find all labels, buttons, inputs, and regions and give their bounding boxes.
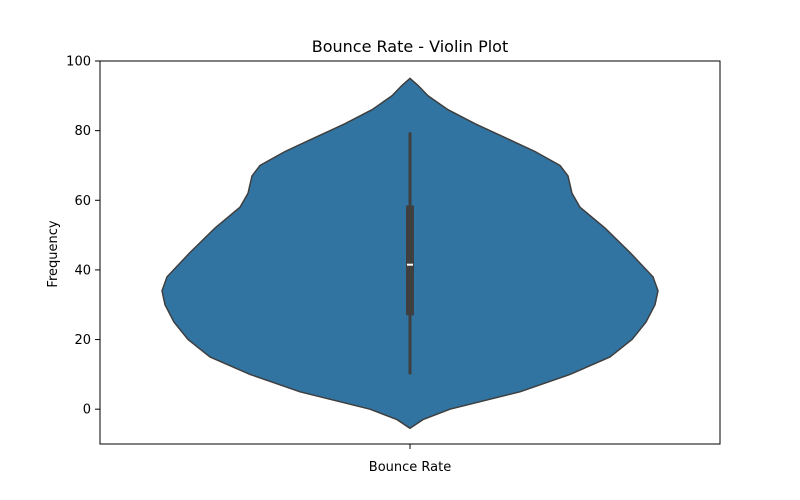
chart-title: Bounce Rate - Violin Plot — [312, 37, 509, 56]
y-axis: 0 20 40 60 80 100 — [66, 55, 100, 418]
y-tick-label: 100 — [66, 55, 91, 70]
y-axis-label: Frequency — [46, 220, 61, 287]
plot-area — [161, 77, 659, 430]
y-tick-label: 20 — [74, 333, 91, 348]
y-tick-label: 80 — [74, 124, 91, 139]
plot-frame — [99, 60, 721, 445]
y-tick-label: 0 — [83, 403, 91, 418]
box-iqr — [406, 205, 414, 316]
y-tick-label: 60 — [74, 194, 91, 209]
x-axis: Bounce Rate — [369, 444, 451, 475]
y-tick-label: 40 — [74, 263, 91, 278]
x-tick-label: Bounce Rate — [369, 460, 451, 475]
